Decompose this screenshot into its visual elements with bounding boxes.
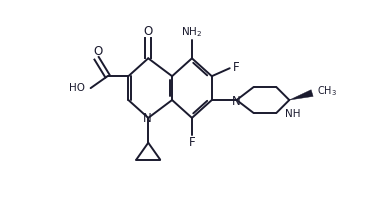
- Text: CH$_3$: CH$_3$: [317, 84, 337, 98]
- Text: F: F: [233, 61, 240, 74]
- Text: HO: HO: [69, 83, 85, 93]
- Text: NH: NH: [285, 109, 301, 119]
- Polygon shape: [289, 90, 313, 100]
- Text: O: O: [144, 25, 153, 38]
- Text: O: O: [93, 45, 102, 58]
- Text: NH$_2$: NH$_2$: [182, 26, 203, 39]
- Text: N: N: [232, 95, 241, 108]
- Text: F: F: [189, 136, 195, 149]
- Text: N: N: [143, 112, 152, 125]
